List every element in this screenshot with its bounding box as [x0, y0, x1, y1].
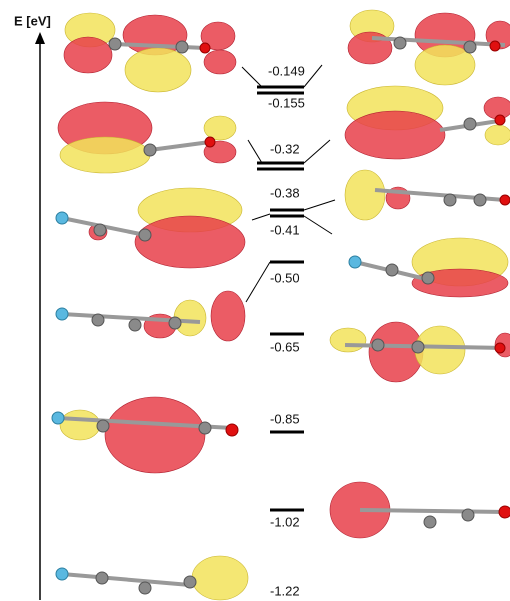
level-lines — [242, 65, 335, 510]
level-label: -1.02 — [270, 514, 300, 529]
level-label: -0.38 — [270, 185, 300, 200]
level-label: -0.85 — [270, 411, 300, 426]
level-label: -0.32 — [270, 141, 300, 156]
orbital-diagram: E [eV] -0.149 -0.155 -0.32 -0.38 -0.41 -… — [0, 0, 510, 601]
orbitals-right — [330, 10, 510, 538]
level-label: -0.50 — [270, 270, 300, 285]
level-labels: -0.149 -0.155 -0.32 -0.38 -0.41 -0.50 -0… — [268, 63, 305, 598]
level-label: -1.22 — [270, 583, 300, 598]
orbitals-left — [52, 13, 248, 600]
level-label: -0.41 — [270, 222, 300, 237]
axis-label: E [eV] — [14, 13, 51, 28]
level-label: -0.155 — [268, 95, 305, 110]
energy-axis — [35, 32, 45, 600]
level-label: -0.149 — [268, 63, 305, 78]
level-label: -0.65 — [270, 339, 300, 354]
